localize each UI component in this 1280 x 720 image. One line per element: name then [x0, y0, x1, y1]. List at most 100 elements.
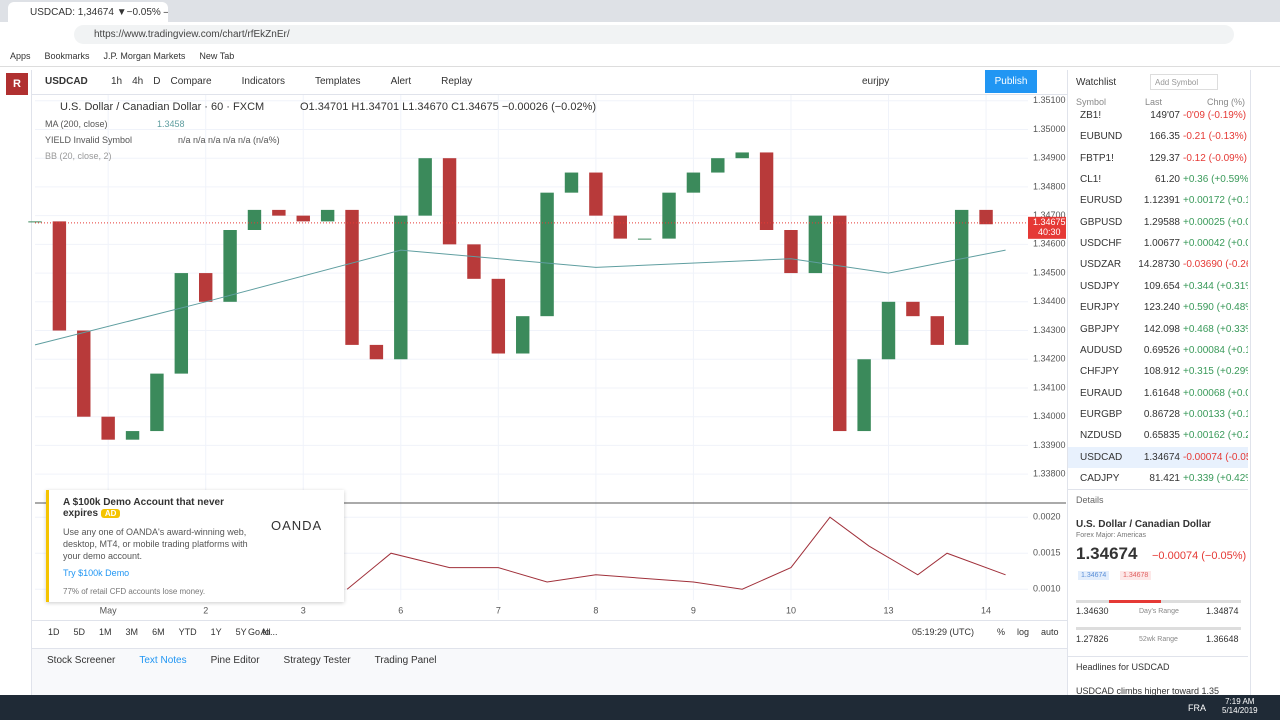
- url-bar[interactable]: https://www.tradingview.com/chart/rfEkZn…: [74, 25, 1234, 44]
- avatar[interactable]: R: [6, 73, 28, 95]
- toolbar-button[interactable]: Compare: [170, 76, 212, 87]
- symbol: EURUSD: [1080, 195, 1123, 207]
- panel-tab[interactable]: Trading Panel: [374, 655, 437, 666]
- legend-yield-values: n/a n/a n/a n/a n/a (n/a%): [178, 135, 280, 145]
- publish-button[interactable]: Publish: [985, 70, 1037, 93]
- add-symbol[interactable]: Add Symbol: [1150, 74, 1218, 90]
- bookmark[interactable]: Apps: [10, 51, 31, 61]
- candle: [906, 301, 920, 317]
- last: 149'07: [1150, 110, 1180, 121]
- scale-option[interactable]: log: [1017, 627, 1030, 637]
- interval[interactable]: 1h: [111, 76, 123, 87]
- panel-tab[interactable]: Pine Editor: [210, 655, 260, 666]
- watchlist-row[interactable]: GBPUSD 1.29588+0.00025 (+0.02%): [1068, 212, 1248, 233]
- symbol[interactable]: USDCAD: [45, 76, 88, 87]
- symbol: AUDUSD: [1080, 344, 1123, 356]
- x-tick-label: 10: [786, 605, 796, 615]
- interval[interactable]: D: [153, 76, 161, 87]
- day-high: 1.34874: [1206, 606, 1239, 616]
- watchlist-title: Watchlist: [1076, 77, 1117, 88]
- scale-option[interactable]: auto: [1041, 627, 1059, 637]
- legend-ohlc: O1.34701 H1.34701 L1.34670 C1.34675 −0.0…: [300, 101, 597, 113]
- candle: [954, 209, 969, 345]
- range-button[interactable]: YTD: [178, 627, 197, 637]
- watchlist-row[interactable]: USDCAD 1.34674-0.00074 (-0.05%): [1068, 446, 1248, 468]
- watchlist-row[interactable]: CADJPY 81.421+0.339 (+0.42%): [1068, 468, 1248, 489]
- ad-body: Use any one of OANDA's award-winning web…: [63, 527, 248, 561]
- x-tick-label: 7: [496, 605, 501, 615]
- bookmark[interactable]: Bookmarks: [44, 51, 90, 61]
- last: 142.098: [1143, 323, 1180, 335]
- watchlist-row[interactable]: ZB1! 149'07 -0'09 (-0.19%): [1068, 105, 1248, 126]
- y-tick-label: 0.0020: [1033, 512, 1061, 522]
- ad-link[interactable]: Try $100k Demo: [63, 568, 130, 578]
- watchlist-row[interactable]: USDJPY 109.654+0.344 (+0.31%): [1068, 276, 1248, 297]
- last: 129.37: [1149, 152, 1180, 164]
- toolbar-button[interactable]: Replay: [441, 76, 473, 87]
- layout[interactable]: eurjpy: [862, 76, 890, 87]
- change: +0.00172 (+0.15%): [1183, 195, 1248, 207]
- range-button[interactable]: 5Y: [235, 627, 247, 637]
- candle: [467, 244, 481, 279]
- last: 1.29588: [1143, 216, 1180, 228]
- symbol: USDCHF: [1080, 238, 1122, 250]
- bookmark[interactable]: J.P. Morgan Markets: [103, 51, 186, 61]
- change: +0.339 (+0.42%): [1183, 472, 1248, 484]
- watchlist-row[interactable]: EURAUD 1.61648+0.00068 (+0.04%): [1068, 383, 1248, 404]
- headline[interactable]: USDCAD climbs higher toward 1.35: [1076, 686, 1220, 695]
- watchlist-row[interactable]: CHFJPY 108.912+0.315 (+0.29%): [1068, 361, 1248, 382]
- divider: [1068, 656, 1248, 657]
- watchlist-row[interactable]: EURUSD 1.12391+0.00172 (+0.15%): [1068, 190, 1248, 211]
- y-tick-label: 1.35000: [1033, 124, 1066, 134]
- ad-brand: OANDA: [271, 518, 323, 533]
- watchlist-row[interactable]: NZDUSD 0.65835+0.00162 (+0.25%): [1068, 425, 1248, 446]
- y-tick-label: 1.34800: [1033, 181, 1066, 191]
- price-axis: [1028, 95, 1066, 620]
- watchlist-row[interactable]: EURJPY 123.240+0.590 (+0.48%): [1068, 297, 1248, 318]
- wk-high: 1.36648: [1206, 634, 1239, 644]
- y-tick-label: 0.0010: [1033, 584, 1061, 594]
- candle: [735, 152, 749, 159]
- taskbar: [0, 695, 1280, 720]
- last: 1.12391: [1143, 195, 1180, 207]
- chart: 1.351001.350001.349001.348001.347001.346…: [28, 95, 1066, 620]
- watchlist-row[interactable]: GBPJPY 142.098+0.468 (+0.33%): [1068, 319, 1248, 340]
- watchlist-row[interactable]: CL1! 61.20 +0.36 (+0.59%): [1068, 169, 1248, 190]
- panel-tab[interactable]: Text Notes: [139, 655, 187, 666]
- toolbar-button[interactable]: Alert: [390, 76, 412, 87]
- watchlist-row[interactable]: FBTP1! 129.37 -0.12 (-0.09%): [1068, 148, 1248, 169]
- range-button[interactable]: 1Y: [210, 627, 222, 637]
- divider: [32, 620, 1067, 621]
- panel-tab[interactable]: Stock Screener: [47, 655, 116, 666]
- interval[interactable]: 4h: [132, 76, 144, 87]
- watchlist-row[interactable]: USDCHF 1.00677+0.00042 (+0.04%): [1068, 233, 1248, 254]
- last: 1.00677: [1143, 238, 1180, 250]
- bookmark[interactable]: New Tab: [199, 51, 235, 61]
- scale-option[interactable]: %: [997, 627, 1006, 637]
- toolbar-button[interactable]: Indicators: [241, 76, 285, 87]
- range-button[interactable]: 1M: [99, 627, 112, 637]
- watchlist-row[interactable]: EUBUND 166.35 -0.21 (-0.13%): [1068, 126, 1248, 147]
- candle: [686, 172, 701, 193]
- panel-tab[interactable]: Strategy Tester: [283, 655, 351, 666]
- tab[interactable]: USDCAD: 1,34674 ▼−0.05% — ...: [8, 2, 168, 22]
- range-button[interactable]: 3M: [125, 627, 139, 637]
- range-button[interactable]: 6M: [152, 627, 165, 637]
- candle: [613, 215, 627, 239]
- range-button[interactable]: 1D: [48, 627, 60, 637]
- change: -0.03690 (-0.26%): [1183, 259, 1248, 271]
- y-tick-label: 1.34100: [1033, 382, 1066, 392]
- watchlist-row[interactable]: EURGBP 0.86728+0.00133 (+0.15%): [1068, 404, 1248, 425]
- watchlist-row[interactable]: USDZAR 14.28730-0.03690 (-0.26%): [1068, 254, 1248, 275]
- y-tick-label: 1.35100: [1033, 95, 1066, 105]
- time: 7:19 AM: [1225, 697, 1255, 706]
- goto[interactable]: Go to...: [248, 627, 278, 637]
- toolbar-button[interactable]: Templates: [314, 76, 361, 87]
- last: 61.20: [1154, 174, 1180, 186]
- range-button[interactable]: 5D: [73, 627, 86, 637]
- range-track: [1076, 627, 1241, 630]
- range-button[interactable]: All: [260, 627, 271, 637]
- x-tick-label: 6: [398, 605, 403, 615]
- watchlist-row[interactable]: AUDUSD 0.69526+0.00084 (+0.12%): [1068, 340, 1248, 361]
- candle: [150, 373, 164, 432]
